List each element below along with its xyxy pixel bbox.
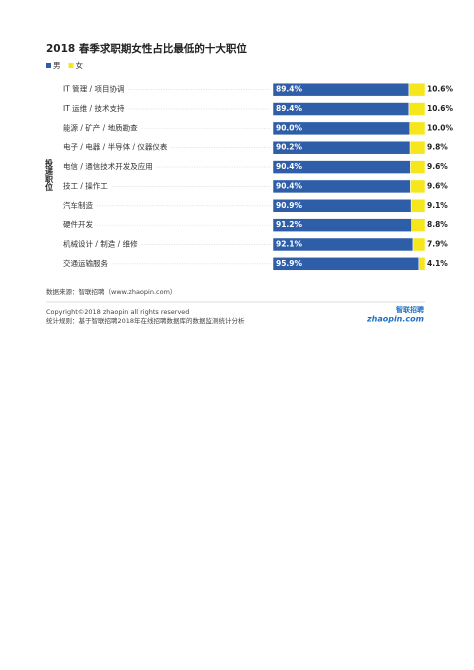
legend-label: 男	[53, 61, 61, 70]
category-label: 技工 / 操作工	[63, 180, 108, 190]
value-label: 8.8%	[427, 220, 448, 229]
bar-segment	[412, 237, 426, 252]
legend-swatch	[46, 63, 51, 68]
value-label: 92.1%	[276, 239, 303, 248]
source: 数据来源：智联招聘（www.zhaopin.com）	[46, 287, 176, 296]
bar-segment	[410, 160, 426, 174]
value-label: 89.4%	[276, 85, 303, 94]
legend-swatch	[68, 63, 74, 68]
bar-segment	[411, 218, 426, 232]
bar-segment	[409, 140, 426, 155]
value-label: 89.4%	[276, 104, 303, 113]
value-label: 95.9%	[276, 259, 303, 268]
value-label: 4.1%	[427, 259, 448, 268]
value-label: 91.2%	[276, 220, 303, 229]
category-label: IT 管理 / 项目协调	[63, 84, 124, 94]
category-label: IT 运维 / 技术支持	[63, 103, 125, 113]
value-label: 10.6%	[427, 85, 454, 94]
category-label: 能源 / 矿产 / 地质勘查	[63, 122, 138, 132]
copyright: Copyright©2018 zhaopin all rights reserv…	[46, 308, 189, 316]
category-label: 硬件开发	[63, 219, 93, 229]
category-label: 机械设计 / 制造 / 维修	[63, 238, 138, 248]
value-label: 9.1%	[427, 201, 448, 210]
bar-segment	[418, 257, 426, 271]
rule: 统计规则：基于智联招聘2018年在线招聘数据库的数据监测统计分析	[46, 316, 245, 325]
value-label: 90.2%	[276, 143, 303, 152]
value-label: 10.6%	[427, 104, 454, 113]
category-label: 电信 / 通信技术开发及应用	[63, 161, 153, 171]
value-label: 7.9%	[427, 239, 448, 248]
value-label: 90.0%	[276, 123, 303, 132]
logo-brand: 智联招聘	[396, 305, 424, 314]
bar-segment	[409, 121, 426, 136]
value-label: 10.0%	[427, 123, 454, 132]
y-axis-label: 投递职位	[45, 158, 54, 192]
value-label: 90.9%	[276, 201, 303, 210]
value-label: 9.8%	[427, 143, 448, 152]
bar-segment	[408, 82, 426, 97]
category-label: 交通运输服务	[63, 258, 108, 268]
category-label: 电子 / 电器 / 半导体 / 仪器仪表	[63, 142, 168, 152]
bar-segment	[410, 179, 426, 194]
logo-domain: zhaopin.com	[366, 315, 424, 324]
chart-title: 2018 春季求职期女性占比最低的十大职位	[46, 42, 247, 55]
value-label: 90.4%	[276, 181, 303, 190]
legend-label: 女	[76, 60, 84, 70]
bar-segment	[410, 199, 426, 213]
bar-segment	[408, 102, 426, 116]
value-label: 9.6%	[427, 162, 448, 171]
value-label: 9.6%	[427, 181, 448, 190]
value-label: 90.4%	[276, 162, 303, 171]
category-label: 汽车制造	[63, 200, 93, 210]
